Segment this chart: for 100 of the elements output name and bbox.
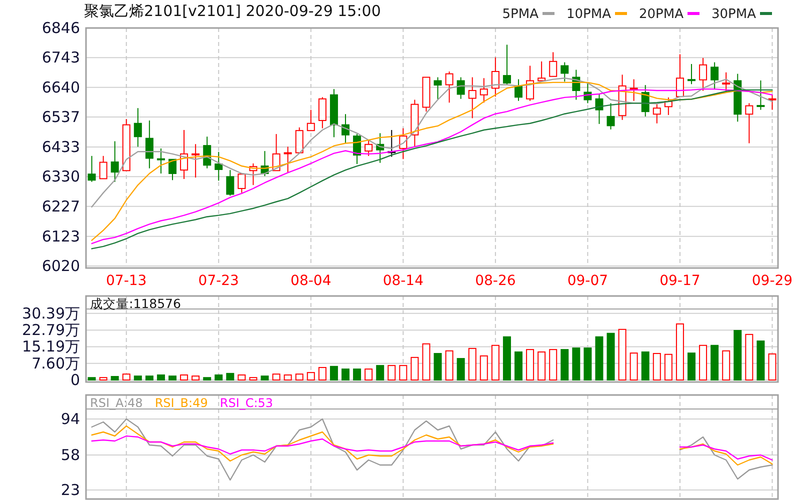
candlestick bbox=[745, 102, 754, 144]
x-tick-label: 09-29 bbox=[752, 273, 793, 289]
y-tick-label: 15.19万 bbox=[22, 338, 80, 356]
bar bbox=[549, 349, 558, 380]
bar bbox=[664, 354, 672, 380]
bar bbox=[538, 351, 546, 380]
bar bbox=[238, 374, 246, 380]
bar bbox=[410, 356, 419, 380]
legend-label: 5PMA bbox=[502, 7, 539, 22]
bar bbox=[342, 368, 350, 380]
bar bbox=[168, 376, 176, 380]
bar bbox=[468, 348, 476, 380]
bar bbox=[745, 334, 754, 380]
candlestick bbox=[606, 102, 615, 130]
bar bbox=[226, 372, 234, 380]
bar bbox=[364, 368, 373, 380]
bar bbox=[306, 372, 315, 380]
bar bbox=[722, 350, 730, 380]
bar bbox=[88, 377, 96, 380]
x-tick-label: 09-17 bbox=[660, 273, 700, 289]
bar bbox=[514, 351, 522, 380]
bar bbox=[318, 367, 326, 380]
bar bbox=[399, 365, 408, 380]
bar bbox=[584, 348, 592, 380]
bar bbox=[422, 343, 430, 380]
candlestick bbox=[192, 144, 200, 178]
x-tick-label: 07-23 bbox=[198, 273, 239, 289]
bar bbox=[652, 352, 661, 380]
bar bbox=[710, 344, 719, 380]
series-label: RSI_A:48 bbox=[90, 396, 143, 410]
legend-label: 30PMA bbox=[712, 7, 756, 22]
bar bbox=[272, 374, 280, 380]
bar bbox=[756, 340, 765, 380]
bar bbox=[145, 376, 154, 380]
bar bbox=[480, 355, 488, 380]
y-tick-label: 6743 bbox=[42, 48, 80, 67]
bar bbox=[491, 344, 500, 380]
y-tick-label: 94 bbox=[60, 410, 80, 428]
bar bbox=[388, 365, 396, 380]
bar bbox=[122, 374, 130, 380]
bar bbox=[110, 376, 119, 380]
y-tick-label: 0 bbox=[70, 371, 80, 389]
bar bbox=[295, 374, 304, 380]
bar bbox=[249, 377, 258, 380]
text: RSI_C:53 bbox=[220, 396, 274, 410]
bar bbox=[284, 374, 292, 380]
y-tick-label: 6227 bbox=[42, 197, 80, 216]
bar bbox=[734, 330, 742, 380]
bar bbox=[768, 353, 776, 380]
bar bbox=[330, 366, 338, 380]
text: RSI_B:49 bbox=[154, 396, 208, 410]
bar bbox=[688, 352, 696, 380]
y-tick-label: 7.60万 bbox=[32, 354, 80, 372]
bar bbox=[606, 332, 615, 380]
x-tick-label: 08-26 bbox=[475, 273, 516, 289]
y-tick-label: 6020 bbox=[42, 257, 80, 275]
bar bbox=[618, 328, 626, 380]
bar bbox=[560, 349, 569, 380]
legend-label: 20PMA bbox=[639, 7, 684, 22]
bar bbox=[699, 344, 708, 380]
x-tick-label: 07-13 bbox=[106, 273, 147, 289]
bar bbox=[260, 376, 269, 380]
candlestick bbox=[284, 146, 292, 173]
bar bbox=[99, 377, 108, 380]
bar bbox=[456, 358, 465, 380]
candlestick bbox=[134, 108, 142, 148]
bar bbox=[630, 352, 638, 380]
candlestick bbox=[214, 151, 223, 182]
bar bbox=[156, 374, 165, 380]
bar bbox=[214, 374, 223, 380]
y-tick-label: 6640 bbox=[42, 78, 80, 96]
annotation: 成交量:118576 bbox=[90, 296, 181, 311]
x-tick-label: 08-14 bbox=[382, 273, 424, 289]
bar bbox=[445, 350, 454, 380]
bar bbox=[502, 336, 511, 380]
candlestick bbox=[145, 120, 154, 169]
candlestick bbox=[156, 148, 165, 174]
y-tick-label: 22.79万 bbox=[22, 321, 80, 340]
bar bbox=[376, 365, 384, 380]
y-tick-label: 6123 bbox=[42, 227, 80, 246]
candlestick bbox=[410, 99, 419, 148]
y-tick-label: 6433 bbox=[42, 138, 80, 156]
legend-label: 10PMA bbox=[566, 7, 612, 22]
bar bbox=[192, 376, 200, 380]
y-tick-label: 6330 bbox=[42, 168, 80, 186]
y-tick-label: 23 bbox=[60, 481, 80, 499]
bar bbox=[572, 348, 580, 380]
y-tick-label: 6846 bbox=[42, 19, 80, 37]
y-tick-label: 58 bbox=[60, 446, 80, 464]
bar bbox=[434, 352, 442, 380]
x-tick-label: 09-07 bbox=[567, 273, 608, 289]
bar bbox=[203, 377, 212, 380]
bar bbox=[676, 323, 684, 380]
candlestick bbox=[468, 76, 476, 119]
bar bbox=[134, 376, 142, 380]
x-tick-label: 08-04 bbox=[290, 273, 332, 289]
candlestick bbox=[110, 140, 119, 182]
y-tick-label: 6537 bbox=[42, 108, 80, 126]
bar bbox=[641, 351, 650, 380]
y-tick-label: 30.39万 bbox=[22, 304, 80, 322]
